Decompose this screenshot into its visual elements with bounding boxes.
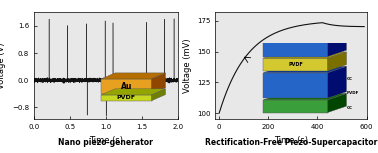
X-axis label: Time (s): Time (s) xyxy=(89,136,123,145)
X-axis label: Time (s): Time (s) xyxy=(274,136,308,145)
Text: Rectification-Free Piezo-Supercapacitor: Rectification-Free Piezo-Supercapacitor xyxy=(205,138,377,147)
Y-axis label: Voltage (V): Voltage (V) xyxy=(0,43,6,89)
Text: Nano piezo-generator: Nano piezo-generator xyxy=(59,138,153,147)
Y-axis label: Voltage (mV): Voltage (mV) xyxy=(183,38,192,93)
